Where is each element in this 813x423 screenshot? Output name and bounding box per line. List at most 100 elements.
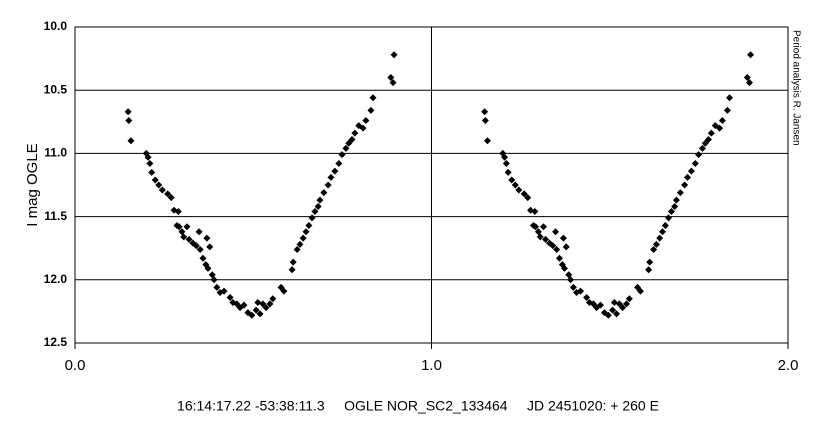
point xyxy=(681,181,689,189)
point xyxy=(240,301,248,309)
point xyxy=(192,242,200,250)
point xyxy=(174,208,182,216)
point xyxy=(335,160,343,168)
point xyxy=(196,245,204,253)
point xyxy=(532,223,540,231)
point xyxy=(305,221,313,229)
point xyxy=(158,186,166,194)
point xyxy=(646,258,654,266)
point xyxy=(288,266,296,274)
y-tick-label: 10.5 xyxy=(44,82,68,96)
point xyxy=(676,189,684,197)
point xyxy=(562,243,570,251)
point xyxy=(569,283,577,291)
point xyxy=(656,234,664,242)
side-note: Period analysis R. Jansen xyxy=(790,30,801,146)
point xyxy=(124,108,132,116)
point xyxy=(560,264,568,272)
point xyxy=(671,202,679,210)
point xyxy=(185,235,193,243)
point xyxy=(311,208,319,216)
point xyxy=(559,234,567,242)
point xyxy=(555,254,563,262)
point xyxy=(726,94,734,102)
point xyxy=(127,137,135,145)
point xyxy=(553,245,561,253)
point xyxy=(502,160,510,168)
y-axis-label: I mag OGLE xyxy=(24,143,41,226)
point xyxy=(691,160,699,168)
point xyxy=(604,311,612,319)
point xyxy=(687,167,695,175)
point xyxy=(308,214,316,222)
point xyxy=(390,51,398,59)
x-tick-label: 0.0 xyxy=(65,357,86,374)
point xyxy=(183,223,191,231)
point xyxy=(206,243,214,251)
y-tick-label: 11.0 xyxy=(44,146,67,160)
point xyxy=(314,202,322,210)
point xyxy=(320,189,328,197)
point xyxy=(596,301,604,309)
point xyxy=(151,176,159,184)
point xyxy=(204,264,212,272)
point xyxy=(324,181,332,189)
point xyxy=(259,300,267,308)
point xyxy=(233,300,241,308)
point xyxy=(262,304,270,312)
point xyxy=(695,151,703,159)
point xyxy=(331,167,339,175)
point xyxy=(367,106,375,114)
point xyxy=(226,293,234,301)
point xyxy=(481,117,489,125)
point xyxy=(520,190,528,198)
point xyxy=(195,228,203,236)
point xyxy=(542,235,550,243)
point xyxy=(701,139,709,147)
point xyxy=(144,153,152,161)
point xyxy=(293,245,301,253)
point xyxy=(619,304,627,312)
point xyxy=(705,135,713,143)
caption: 16:14:17.22 -53:38:11.3 OGLE NOR_SC2_133… xyxy=(177,398,659,414)
point xyxy=(539,223,547,231)
point xyxy=(327,173,335,181)
point xyxy=(698,144,706,152)
point xyxy=(501,153,509,161)
point xyxy=(481,108,489,116)
point xyxy=(210,276,218,284)
point xyxy=(552,228,560,236)
x-tick-label: 2.0 xyxy=(778,357,799,374)
point xyxy=(342,144,350,152)
x-tick-label: 1.0 xyxy=(421,357,442,374)
point xyxy=(296,240,304,248)
y-tick-label: 11.5 xyxy=(44,209,67,223)
point xyxy=(672,196,680,204)
point xyxy=(199,254,207,262)
point xyxy=(723,106,731,114)
point xyxy=(613,310,621,318)
point xyxy=(280,287,288,295)
point xyxy=(316,196,324,204)
point xyxy=(615,300,623,308)
point xyxy=(665,214,673,222)
point xyxy=(256,310,264,318)
point xyxy=(743,74,751,82)
point xyxy=(362,117,370,125)
point xyxy=(661,221,669,229)
point xyxy=(302,228,310,236)
point xyxy=(567,276,575,284)
point xyxy=(659,228,667,236)
point xyxy=(667,208,675,216)
point xyxy=(213,283,221,291)
point xyxy=(549,242,557,250)
point xyxy=(254,299,262,307)
point xyxy=(745,79,753,87)
point xyxy=(269,295,277,303)
point xyxy=(289,258,297,266)
point xyxy=(164,190,172,198)
point xyxy=(389,79,397,87)
point xyxy=(266,300,274,308)
point xyxy=(515,186,523,194)
